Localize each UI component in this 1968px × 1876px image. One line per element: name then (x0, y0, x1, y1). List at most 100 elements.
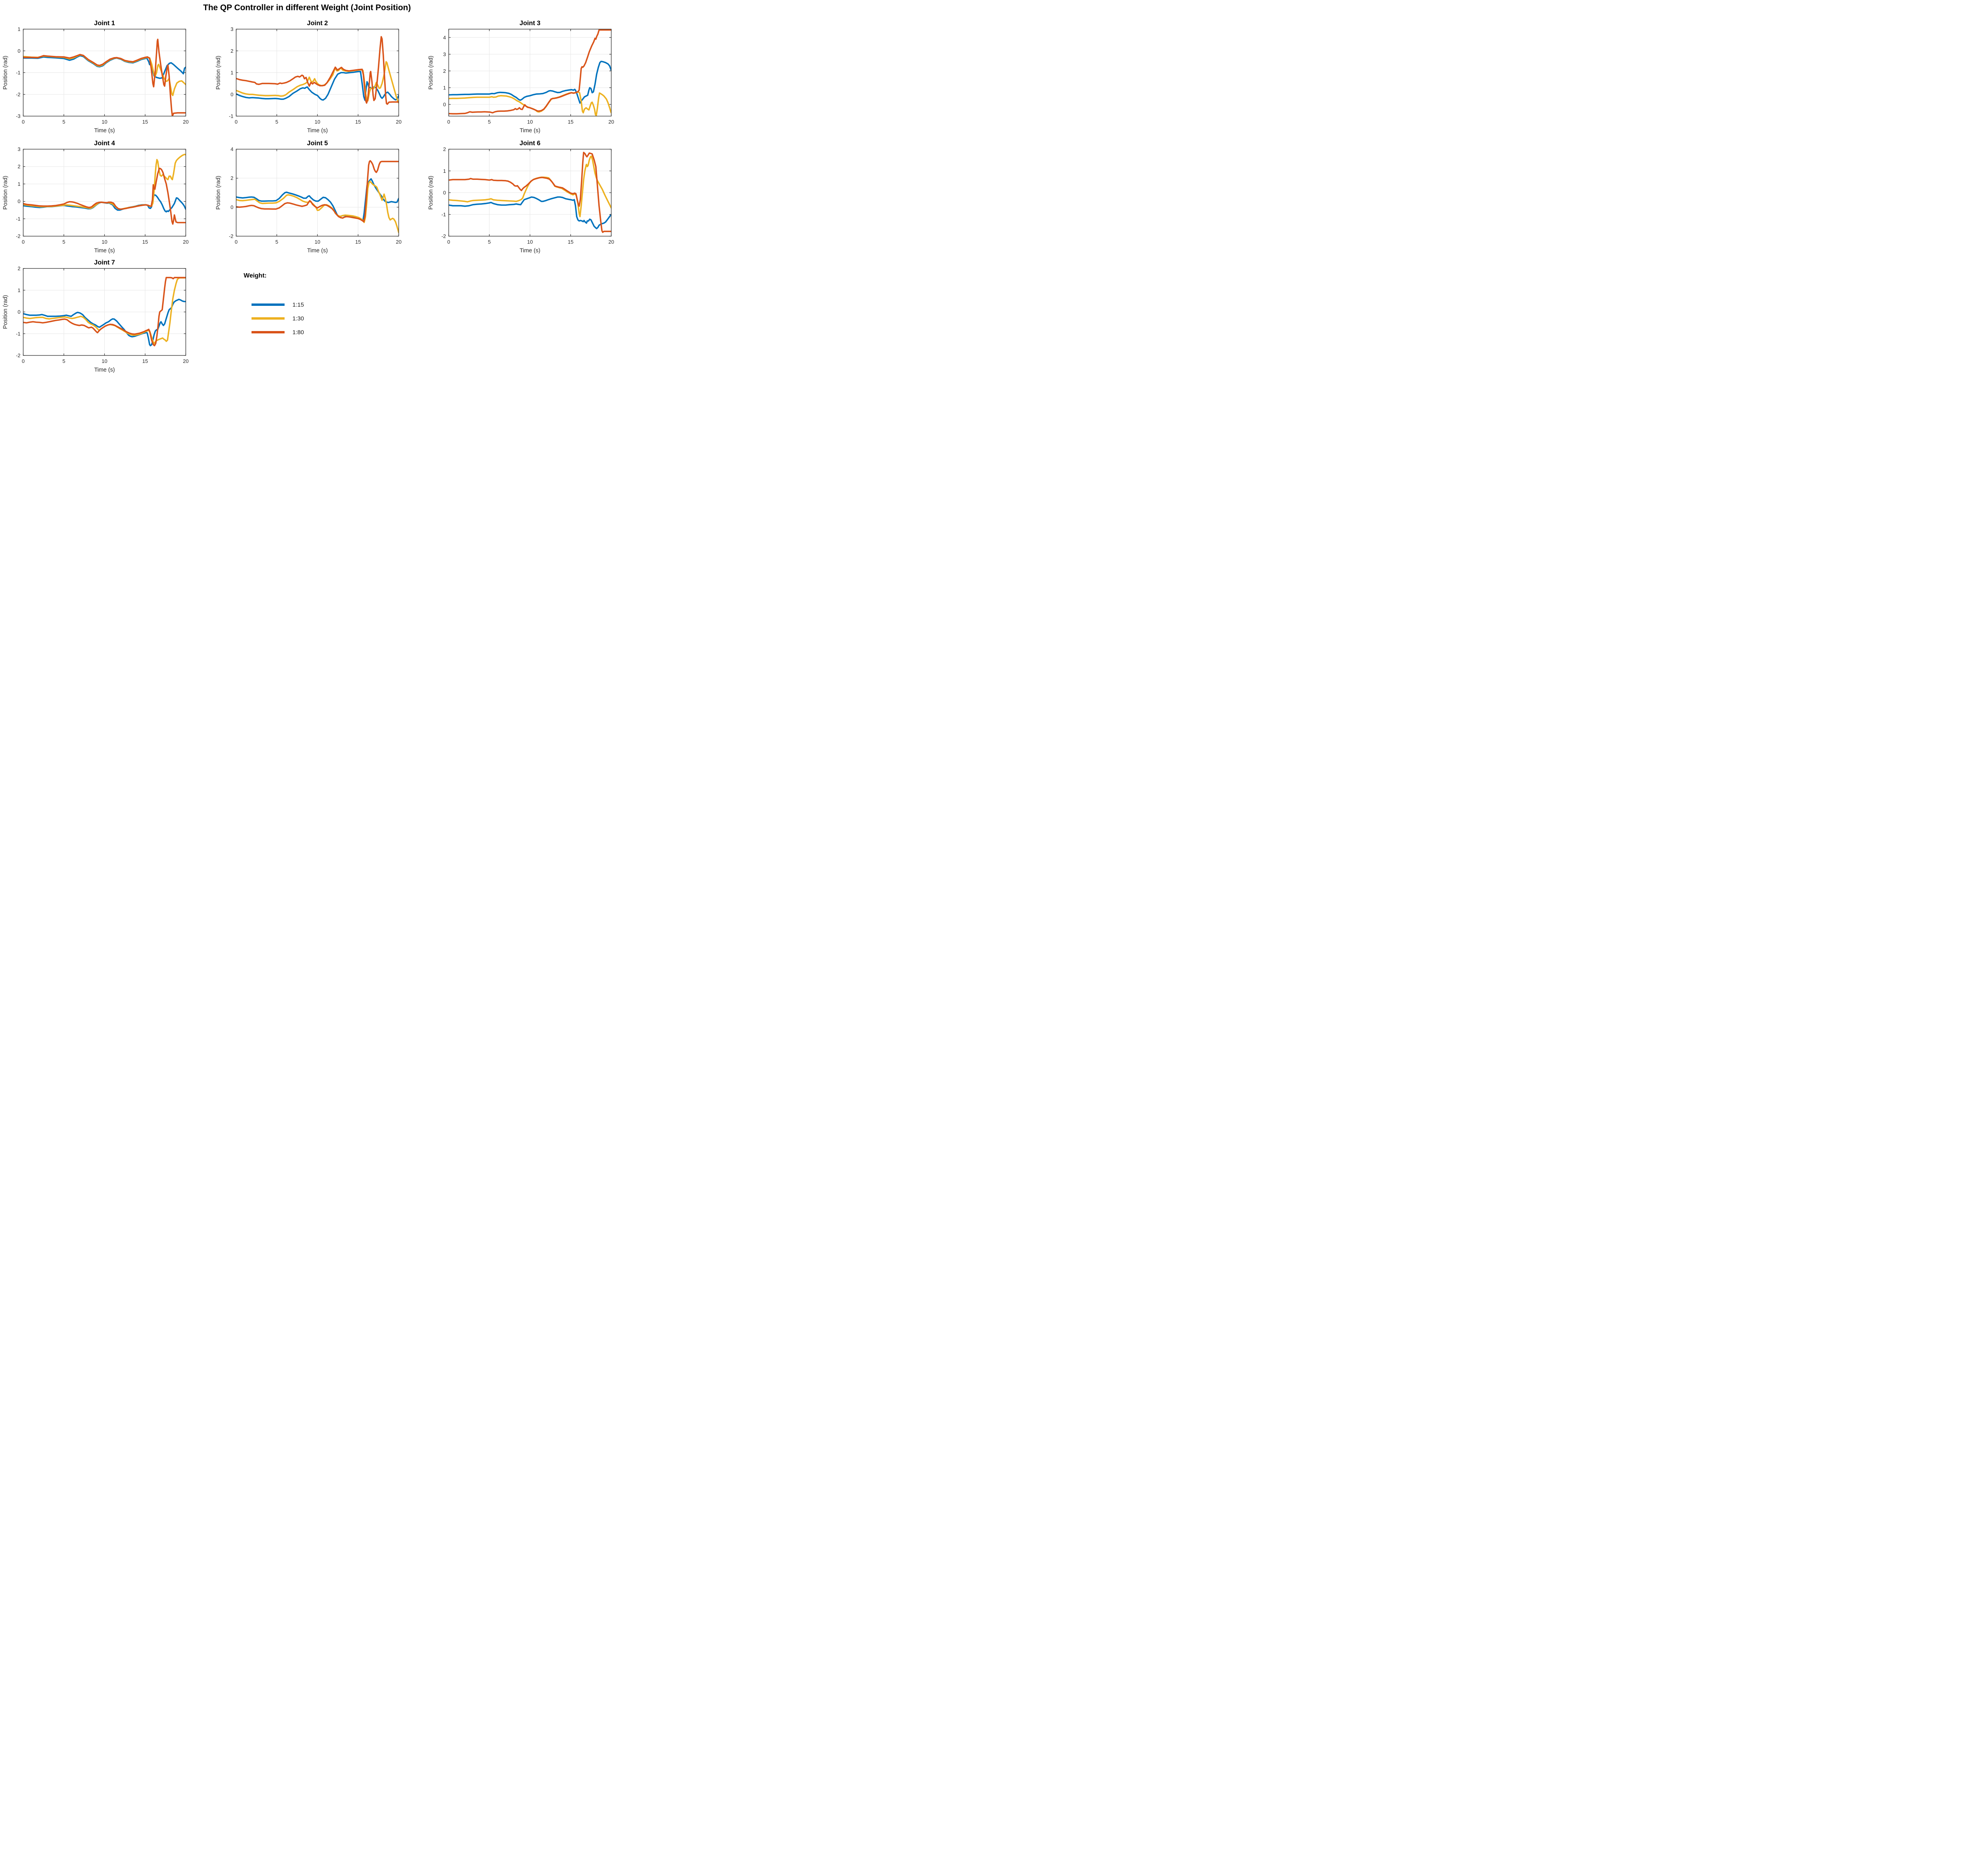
y-axis-label: Position (rad) (428, 176, 434, 209)
y-tick-label: -1 (16, 70, 20, 76)
subplot-joint-3: 0 5 10 15 20 0 1 2 3 4 Joint 3 Time (s) Position (ra… (428, 20, 614, 134)
x-tick-label: 5 (63, 239, 65, 245)
series-1-15-line (236, 70, 399, 101)
y-tick-label: 1 (231, 70, 233, 76)
x-tick-label: 10 (102, 358, 107, 364)
subplot-title: Joint 5 (307, 140, 328, 147)
plots-grid: 0 5 10 15 20 -3 -2 -1 0 1 Joint 1 Time (s) Position … (0, 0, 614, 375)
x-tick-label: 0 (447, 239, 450, 245)
legend-line-swatch-1-15 (252, 303, 285, 306)
legend-entry-1-30: 1:30 (252, 315, 304, 322)
y-tick-label: 2 (231, 48, 233, 54)
y-tick-label: 2 (443, 68, 446, 74)
x-tick-label: 10 (314, 239, 320, 245)
y-tick-label: 0 (231, 204, 233, 210)
x-axis-label: Time (s) (94, 367, 115, 373)
x-tick-label: 15 (142, 239, 148, 245)
x-tick-label: 10 (527, 119, 533, 125)
matlab-figure: The QP Controller in different Weight (J… (0, 0, 614, 375)
y-tick-label: 1 (443, 168, 446, 174)
x-tick-label: 15 (355, 239, 361, 245)
y-tick-label: 0 (231, 91, 233, 97)
legend-entry-1-15: 1:15 (252, 302, 304, 308)
x-tick-label: 0 (235, 119, 237, 125)
y-tick-label: 2 (443, 146, 446, 152)
x-tick-label: 20 (396, 239, 401, 245)
x-tick-label: 0 (22, 358, 24, 364)
series-1-80-line (236, 160, 399, 222)
x-axis-label: Time (s) (307, 128, 328, 134)
y-axis-label: Position (rad) (215, 176, 222, 209)
subplot-joint-7: 0 5 10 15 20 -2 -1 0 1 2 Joint 7 Time (s) Position (… (2, 259, 189, 373)
y-axis-label: Position (rad) (428, 56, 434, 89)
subplot-title: Joint 2 (307, 20, 328, 27)
y-tick-label: 2 (18, 266, 20, 272)
x-tick-label: 20 (609, 119, 614, 125)
subplot-title: Joint 6 (520, 140, 540, 147)
y-tick-label: -1 (441, 211, 446, 217)
x-tick-label: 15 (142, 119, 148, 125)
y-tick-label: 0 (18, 309, 20, 315)
y-tick-label: -1 (229, 113, 233, 119)
x-axis-label: Time (s) (94, 128, 115, 134)
y-axis-label: Position (rad) (2, 176, 9, 209)
legend-line-swatch-1-80 (252, 331, 285, 333)
series-1-15-line (449, 61, 611, 104)
y-tick-label: -3 (16, 113, 20, 119)
x-tick-label: 20 (396, 119, 401, 125)
y-tick-label: 4 (443, 35, 446, 41)
y-tick-label: 3 (231, 26, 233, 32)
y-tick-label: 3 (443, 51, 446, 57)
series-1-80-line (23, 277, 186, 346)
series-1-15-line (449, 196, 611, 229)
y-axis-label: Position (rad) (2, 56, 9, 89)
y-tick-label: -2 (16, 353, 20, 359)
x-tick-label: 5 (276, 239, 278, 245)
figure-title: The QP Controller in different Weight (J… (203, 3, 411, 12)
series-1-80-line (23, 39, 186, 116)
x-tick-label: 20 (183, 239, 189, 245)
x-tick-label: 15 (568, 239, 573, 245)
y-axis-label: Position (rad) (215, 56, 222, 89)
y-tick-label: 0 (18, 48, 20, 54)
y-tick-label: -2 (16, 233, 20, 239)
series-1-80-line (449, 29, 611, 115)
x-tick-label: 15 (142, 358, 148, 364)
x-tick-label: 0 (235, 239, 237, 245)
x-tick-label: 0 (22, 239, 24, 245)
legend-label: 1:80 (292, 329, 304, 336)
x-tick-label: 20 (183, 358, 189, 364)
x-axis-label: Time (s) (520, 128, 540, 134)
y-tick-label: 1 (18, 181, 20, 187)
x-axis-label: Time (s) (94, 248, 115, 254)
y-tick-label: -1 (16, 216, 20, 222)
y-tick-label: -1 (16, 331, 20, 337)
subplot-title: Joint 4 (94, 140, 115, 147)
series-1-80-line (236, 36, 399, 105)
subplot-joint-4: 0 5 10 15 20 -2 -1 0 1 2 3 Joint 4 Time (s) Position … (2, 140, 189, 254)
subplot-joint-6: 0 5 10 15 20 -2 -1 0 1 2 Joint 6 Time (s) Position (… (428, 140, 614, 254)
y-tick-label: 1 (443, 85, 446, 91)
y-tick-label: -2 (441, 233, 446, 239)
x-tick-label: 5 (63, 358, 65, 364)
y-tick-label: 1 (18, 26, 20, 32)
legend-entry-1-80: 1:80 (252, 329, 304, 336)
y-axis-label: Position (rad) (2, 295, 9, 329)
legend-line-swatch-1-30 (252, 317, 285, 320)
legend-label: 1:15 (292, 301, 304, 308)
y-tick-label: 2 (231, 175, 233, 181)
legend-title: Weight: (244, 272, 267, 279)
y-tick-label: 2 (18, 164, 20, 170)
x-tick-label: 5 (63, 119, 65, 125)
series-1-30-line (236, 61, 399, 104)
y-tick-label: -2 (229, 233, 233, 239)
x-tick-label: 20 (183, 119, 189, 125)
x-axis-label: Time (s) (520, 248, 540, 254)
y-tick-label: 0 (443, 102, 446, 107)
x-tick-label: 20 (609, 239, 614, 245)
x-tick-label: 5 (488, 119, 491, 125)
y-tick-label: 1 (18, 287, 20, 293)
y-tick-label: 0 (18, 198, 20, 204)
